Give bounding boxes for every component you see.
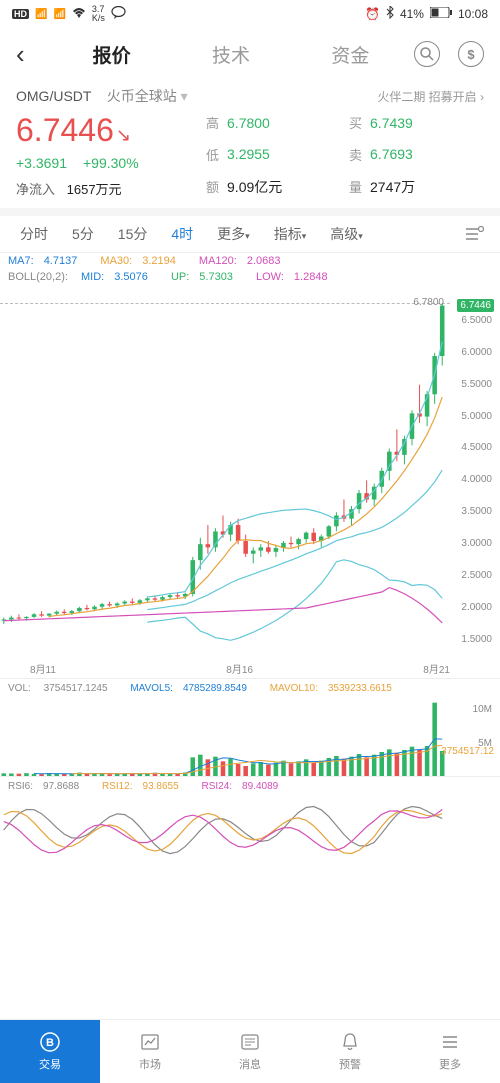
boll-mid: MID:3.5076	[81, 271, 158, 283]
price-x-axis: 8月11 8月16 8月21	[0, 659, 500, 678]
boll-low: LOW:1.2848	[256, 271, 338, 283]
high-label: 高	[206, 113, 219, 132]
vol-value: 2747万	[370, 177, 484, 197]
messages-icon	[239, 1031, 261, 1053]
chevron-down-icon[interactable]: ▾	[181, 88, 188, 104]
rsi-svg	[0, 794, 446, 874]
volume-chart[interactable]: 10M5M3754517.12	[0, 696, 500, 776]
tf-indicator[interactable]: 指标▾	[262, 224, 319, 244]
rsi-indicators: RSI6:97.8688 RSI12:93.8655 RSI24:89.4089	[0, 776, 500, 794]
pair-exchange: 火币全球站	[107, 88, 177, 104]
vol-label: 量	[349, 177, 362, 196]
alarm-icon: ⏰	[365, 7, 380, 21]
promo-link[interactable]: 火伴二期 招募开启 ›	[377, 88, 484, 105]
ma30: MA30:3.2194	[100, 255, 185, 267]
tf-15m[interactable]: 15分	[106, 224, 160, 244]
price-arrow-icon: ↘	[116, 125, 131, 146]
price-change-abs: +3.3691	[16, 155, 67, 171]
alert-icon	[339, 1031, 361, 1053]
tf-more[interactable]: 更多▾	[205, 224, 262, 244]
boll-label: BOLL(20,2):	[8, 271, 68, 283]
timeframe-tabs: 分时 5分 15分 4时 更多▾ 指标▾ 高级▾	[0, 216, 500, 253]
currency-icon[interactable]: $	[458, 41, 484, 67]
tab-technical[interactable]: 技术	[175, 41, 286, 68]
status-bar: HD 📶 📶 3.7K/s ⏰ 41% 10:08	[0, 0, 500, 28]
sell-value: 6.7693	[370, 146, 484, 162]
low-label: 低	[206, 145, 219, 164]
battery-pct: 41%	[400, 7, 424, 21]
hd-badge: HD	[12, 9, 29, 19]
pair-symbol: OMG/USDT	[16, 88, 91, 104]
vol-text: VOL: 3754517.1245	[8, 683, 118, 694]
bottom-nav: B 交易 市场 消息 预警 更多	[0, 1019, 500, 1083]
svg-text:B: B	[46, 1037, 54, 1049]
sell-label: 卖	[349, 145, 362, 164]
price-change-pct: +99.30%	[83, 155, 139, 171]
top-nav: ‹ 报价 技术 资金 $	[0, 28, 500, 80]
nav-messages[interactable]: 消息	[200, 1020, 300, 1083]
section-divider	[0, 208, 500, 216]
wifi-icon	[72, 7, 86, 22]
tf-4h[interactable]: 4时	[159, 224, 205, 244]
buy-label: 买	[349, 113, 362, 132]
chat-icon	[111, 6, 126, 22]
candlestick-svg	[0, 289, 446, 659]
buy-value: 6.7439	[370, 115, 484, 131]
price-chart[interactable]: 6.7800 6.74466.50006.00005.50005.00004.5…	[0, 289, 500, 659]
ma120: MA120:2.0683	[199, 255, 291, 267]
market-icon	[139, 1031, 161, 1053]
tf-5m[interactable]: 5分	[60, 224, 106, 244]
ma7: MA7:4.7137	[8, 255, 87, 267]
low-value: 3.2955	[227, 146, 341, 162]
status-time: 10:08	[458, 7, 488, 21]
tab-funds[interactable]: 资金	[295, 41, 406, 68]
inflow-value: 1657万元	[67, 182, 122, 197]
boll-up: UP:5.7303	[171, 271, 243, 283]
volume-indicators: VOL: 3754517.1245 MAVOL5:4785289.8549 MA…	[0, 678, 500, 696]
back-button[interactable]: ‹	[16, 39, 48, 70]
mavol5: MAVOL5:4785289.8549	[130, 683, 257, 694]
rsi-chart[interactable]	[0, 794, 500, 874]
battery-icon	[430, 7, 452, 21]
tf-realtime[interactable]: 分时	[8, 224, 60, 244]
nav-trade[interactable]: B 交易	[0, 1020, 100, 1083]
pair-info: OMG/USDT 火币全球站 ▾ 火伴二期 招募开启 ›	[0, 80, 500, 108]
boll-indicators: BOLL(20,2): MID:3.5076 UP:5.7303 LOW:1.2…	[0, 269, 500, 289]
network-speed: 3.7K/s	[92, 5, 105, 23]
rsi12: RSI12:93.8655	[102, 781, 189, 792]
nav-market[interactable]: 市场	[100, 1020, 200, 1083]
ma-indicators: MA7:4.7137 MA30:3.2194 MA120:2.0683	[0, 253, 500, 269]
price-y-axis: 6.74466.50006.00005.50005.00004.50004.00…	[446, 289, 496, 659]
bluetooth-icon	[386, 6, 394, 22]
nav-more[interactable]: 更多	[400, 1020, 500, 1083]
price-section: 6.7446↘ +3.3691 +99.30% 净流入 1657万元 高 6.7…	[0, 108, 500, 208]
high-value: 6.7800	[227, 115, 341, 131]
current-price: 6.7446↘	[16, 112, 196, 149]
rsi6: RSI6:97.8688	[8, 781, 89, 792]
inflow-label: 净流入	[16, 182, 55, 197]
tf-advanced[interactable]: 高级▾	[318, 224, 375, 244]
amount-label: 额	[206, 177, 219, 196]
signal-icon-2: 📶	[53, 9, 65, 20]
signal-icon-1: 📶	[35, 9, 47, 20]
chart-settings-icon[interactable]	[464, 225, 492, 244]
more-icon	[439, 1031, 461, 1053]
volume-svg	[0, 696, 446, 776]
nav-alert[interactable]: 预警	[300, 1020, 400, 1083]
amount-value: 9.09亿元	[227, 177, 341, 197]
rsi24: RSI24:89.4089	[201, 781, 288, 792]
mavol10: MAVOL10:3539233.6615	[270, 683, 402, 694]
search-icon[interactable]	[414, 41, 440, 67]
tab-quote[interactable]: 报价	[56, 41, 167, 68]
trade-icon: B	[39, 1031, 61, 1053]
